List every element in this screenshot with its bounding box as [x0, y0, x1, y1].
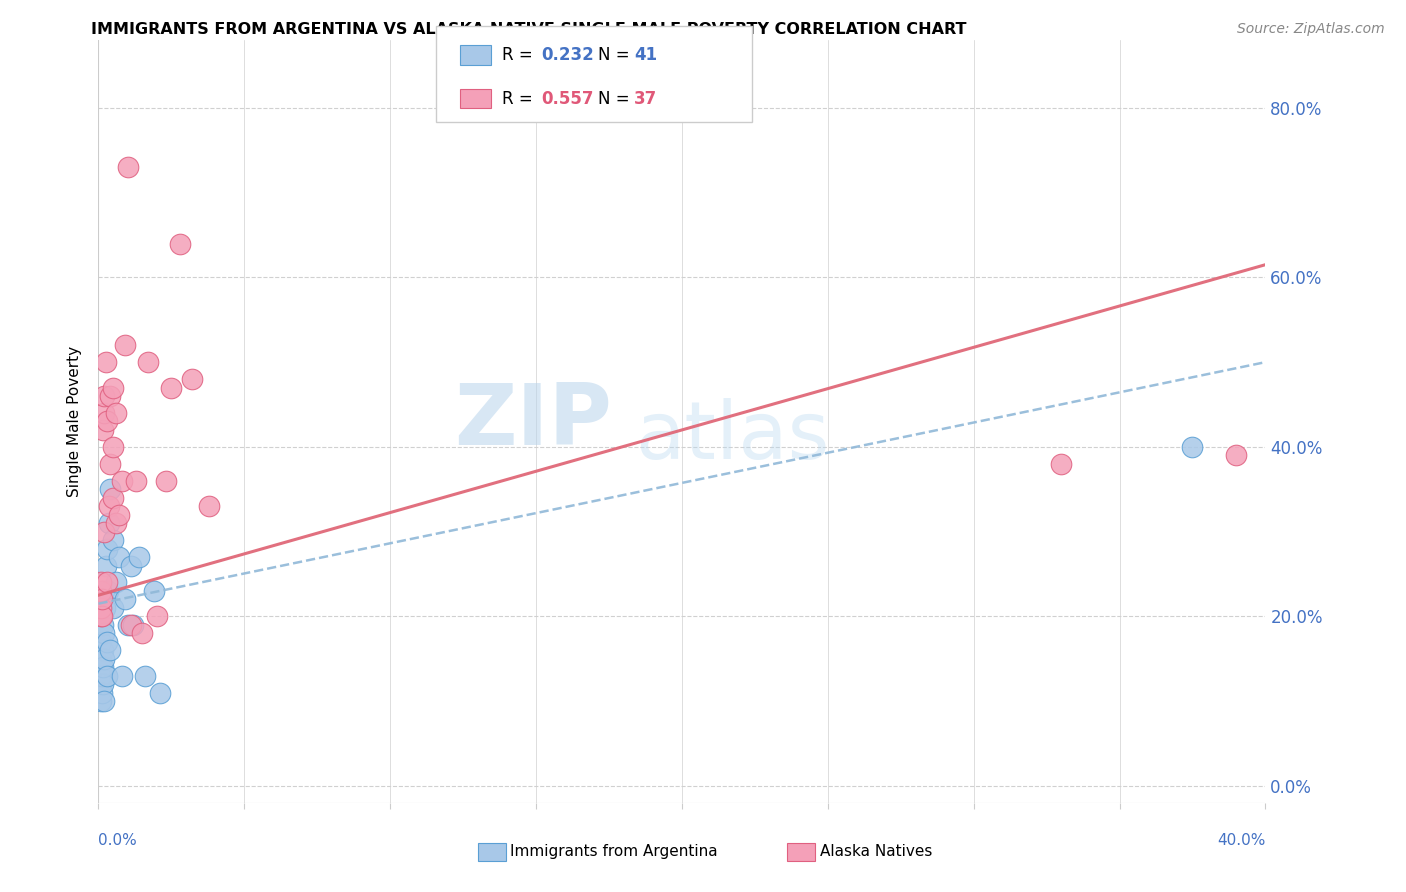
Text: atlas: atlas: [636, 398, 830, 475]
Point: [117, 160, 139, 174]
Point: [91, 677, 114, 691]
Point: [101, 380, 124, 394]
Point: [90, 609, 112, 624]
Text: 41: 41: [634, 45, 657, 64]
Point: [108, 508, 131, 522]
Point: [146, 609, 169, 624]
Point: [90, 651, 112, 665]
Point: [114, 592, 136, 607]
Point: [90, 694, 112, 708]
Point: [122, 617, 145, 632]
Point: [149, 685, 172, 699]
Point: [134, 669, 156, 683]
Point: [91, 660, 114, 674]
Point: [93, 524, 115, 539]
Point: [94, 601, 117, 615]
Point: [96, 635, 118, 649]
Point: [120, 558, 142, 573]
Point: [142, 583, 165, 598]
Text: 37: 37: [634, 89, 658, 108]
Point: [180, 372, 202, 386]
Point: [91, 617, 114, 632]
Point: [96, 575, 118, 590]
Point: [90, 575, 112, 590]
Point: [91, 423, 114, 437]
Point: [90, 609, 112, 624]
Point: [1050, 457, 1073, 471]
Point: [98, 643, 121, 657]
Point: [97, 583, 120, 598]
Point: [111, 669, 134, 683]
Point: [90, 583, 112, 598]
Point: [93, 406, 115, 420]
Point: [128, 549, 150, 565]
Text: R =: R =: [502, 89, 538, 108]
Point: [136, 355, 159, 369]
Point: [98, 482, 121, 496]
Point: [97, 500, 120, 514]
Text: 40.0%: 40.0%: [1218, 833, 1265, 847]
Point: [131, 626, 153, 640]
Point: [101, 440, 124, 454]
Point: [111, 474, 134, 488]
Point: [93, 583, 115, 598]
Point: [117, 617, 139, 632]
Point: [93, 694, 115, 708]
Text: ZIP: ZIP: [454, 380, 612, 463]
Point: [96, 414, 118, 428]
Text: 0.0%: 0.0%: [98, 833, 138, 847]
Point: [101, 533, 124, 547]
Point: [160, 380, 183, 394]
Text: 0.232: 0.232: [541, 45, 595, 64]
Point: [93, 626, 115, 640]
Point: [90, 685, 112, 699]
Point: [91, 643, 114, 657]
Point: [93, 389, 115, 403]
Point: [104, 406, 127, 420]
Text: N =: N =: [598, 89, 634, 108]
Point: [155, 474, 177, 488]
Point: [98, 457, 121, 471]
Point: [90, 677, 112, 691]
Text: Alaska Natives: Alaska Natives: [820, 845, 932, 859]
Point: [120, 617, 142, 632]
Point: [1181, 440, 1204, 454]
Point: [169, 236, 191, 251]
Point: [94, 558, 117, 573]
Point: [104, 575, 127, 590]
Point: [90, 669, 112, 683]
Point: [97, 516, 120, 530]
Point: [90, 609, 112, 624]
Point: [108, 549, 131, 565]
Point: [93, 592, 115, 607]
Point: [101, 601, 124, 615]
Point: [90, 660, 112, 674]
Point: [1225, 448, 1247, 462]
Text: R =: R =: [502, 45, 538, 64]
Point: [96, 541, 118, 556]
Point: [90, 635, 112, 649]
Point: [114, 338, 136, 352]
Y-axis label: Single Male Poverty: Single Male Poverty: [67, 346, 83, 497]
Text: N =: N =: [598, 45, 634, 64]
Point: [198, 500, 221, 514]
Point: [104, 516, 127, 530]
Point: [93, 651, 115, 665]
Point: [98, 389, 121, 403]
Point: [125, 474, 148, 488]
Point: [91, 592, 114, 607]
Point: [96, 669, 118, 683]
Point: [91, 669, 114, 683]
Point: [90, 601, 112, 615]
Text: Immigrants from Argentina: Immigrants from Argentina: [510, 845, 718, 859]
Point: [101, 491, 124, 505]
Point: [94, 355, 117, 369]
Text: 0.557: 0.557: [541, 89, 593, 108]
Text: IMMIGRANTS FROM ARGENTINA VS ALASKA NATIVE SINGLE MALE POVERTY CORRELATION CHART: IMMIGRANTS FROM ARGENTINA VS ALASKA NATI…: [91, 22, 967, 37]
Text: Source: ZipAtlas.com: Source: ZipAtlas.com: [1237, 22, 1385, 37]
